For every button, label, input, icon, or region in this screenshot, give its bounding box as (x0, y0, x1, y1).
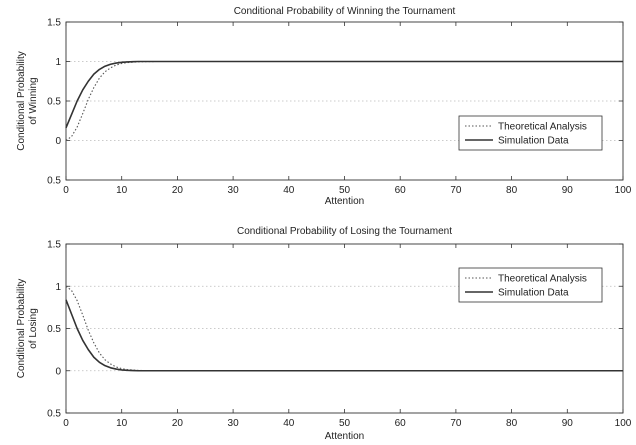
y-axis-label-line: of Losing (28, 308, 39, 349)
x-axis-label: Attention (325, 196, 364, 207)
series-line-simulation-data (65, 60, 623, 129)
chart-title: Conditional Probability of Winning the T… (234, 6, 456, 17)
y-tick-label: 0.5 (47, 176, 61, 187)
y-tick-label: 0.5 (47, 409, 61, 420)
x-tick-label: 20 (172, 185, 184, 196)
y-tick-label: 0.5 (47, 324, 61, 335)
series-line-simulation-data (65, 299, 623, 372)
x-tick-label: 90 (562, 185, 574, 196)
y-tick-label: 1.5 (47, 18, 61, 29)
x-tick-label: 70 (450, 418, 462, 429)
x-tick-label: 100 (615, 185, 632, 196)
legend-label: Theoretical Analysis (498, 274, 587, 285)
x-tick-label: 100 (615, 418, 632, 429)
x-tick-label: 80 (506, 185, 518, 196)
y-axis-label-line: Conditional Probability (16, 51, 27, 151)
x-tick-label: 10 (116, 418, 128, 429)
x-axis-label: Attention (325, 431, 364, 442)
chart-losing: Conditional Probability of Losing the To… (16, 226, 632, 442)
legend-box (458, 115, 603, 151)
y-axis-label-line: Conditional Probability (16, 279, 27, 379)
x-tick-label: 10 (116, 185, 128, 196)
y-tick-label: 1 (55, 282, 61, 293)
y-tick-label: 0 (55, 136, 61, 147)
x-tick-label: 30 (228, 185, 240, 196)
y-tick-label: 1 (55, 57, 61, 68)
y-tick-label: 0 (55, 366, 61, 377)
y-tick-label: 1.5 (47, 240, 61, 251)
x-tick-label: 50 (339, 185, 351, 196)
x-tick-label: 40 (283, 185, 295, 196)
x-tick-label: 20 (172, 418, 184, 429)
x-tick-label: 60 (395, 418, 407, 429)
y-axis-label: Conditional Probabilityof Losing (16, 279, 39, 379)
legend-label: Simulation Data (498, 136, 569, 147)
x-tick-label: 0 (63, 185, 69, 196)
x-tick-label: 40 (283, 418, 295, 429)
x-tick-label: 50 (339, 418, 351, 429)
legend: Theoretical Analysis Simulation Data (458, 115, 603, 151)
chart-winning: Conditional Probability of Winning the T… (16, 6, 632, 207)
legend-label: Simulation Data (498, 288, 569, 299)
legend-label: Theoretical Analysis (498, 122, 587, 133)
legend-box (458, 267, 603, 303)
x-tick-label: 90 (562, 418, 574, 429)
legend: Theoretical Analysis Simulation Data (458, 267, 603, 303)
y-axis-label: Conditional Probabilityof Winning (16, 51, 39, 151)
x-tick-label: 80 (506, 418, 518, 429)
y-axis-label-line: of Winning (28, 77, 39, 124)
x-tick-label: 70 (450, 185, 462, 196)
chart-title: Conditional Probability of Losing the To… (237, 226, 452, 237)
y-tick-label: 0.5 (47, 97, 61, 108)
x-tick-label: 30 (228, 418, 240, 429)
x-tick-label: 60 (395, 185, 407, 196)
x-tick-label: 0 (63, 418, 69, 429)
